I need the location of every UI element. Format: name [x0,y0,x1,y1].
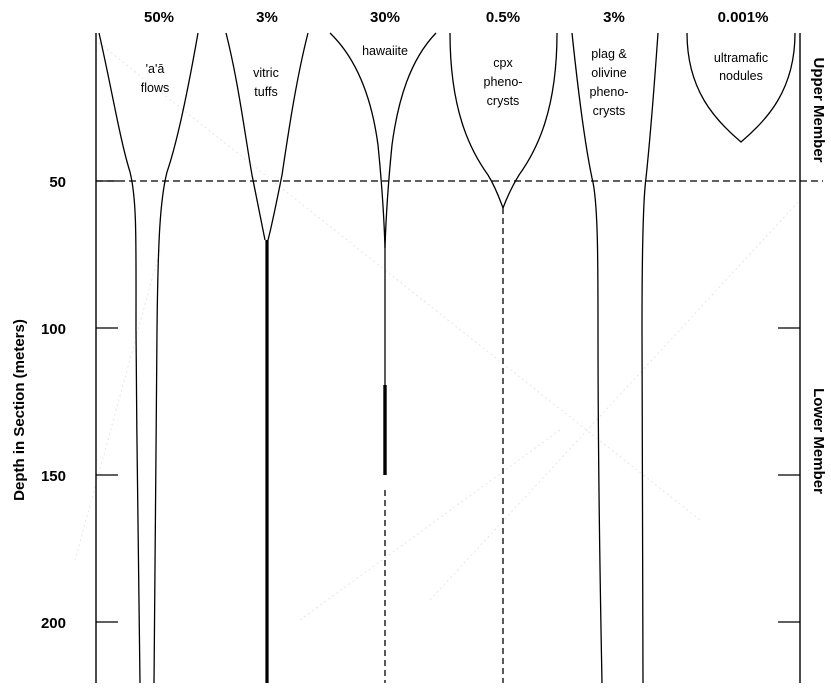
y-axis-title: Depth in Section (meters) [11,319,28,501]
y-tick: 50 [49,174,118,191]
hawaiite-right-outline [384,32,437,249]
column-label-line: hawaiite [362,44,408,58]
percent-label-aa-flows: 50% [144,9,174,26]
column-label-line: nodules [719,69,763,83]
y-tick-label: 100 [41,321,66,338]
percent-label-hawaiite: 30% [370,9,400,26]
column-label-line: pheno- [484,75,523,89]
guide-line [299,429,561,621]
plot-frame [95,33,801,683]
percentage-headers: 50% 3% 30% 0.5% 3% 0.001% [144,9,768,26]
guide-line [74,249,161,561]
aa-flows-left-outline [98,32,141,684]
guide-line [429,199,801,601]
column-cpx-phenocrysts: cpx pheno- crysts [449,32,558,683]
column-label-line: tuffs [254,85,277,99]
column-label-line: ultramafic [714,51,768,65]
percent-label-cpx-phenocrysts: 0.5% [486,9,520,26]
column-aa-flows: 'a'ā flows [98,32,199,684]
cpx-right-outline [502,32,558,209]
column-vitric-tuffs: vitric tuffs [225,32,309,683]
column-ultramafic-nodules: ultramafic nodules [686,32,796,143]
lower-member-label: Lower Member [810,388,827,494]
y-tick-label: 50 [49,174,66,191]
column-plag-olivine-phenocrysts: plag & olivine pheno- crysts [571,32,659,684]
background-guides [74,39,801,621]
aa-flows-right-outline [153,32,199,684]
column-label-line: crysts [593,104,626,118]
vitric-tuffs-left-outline [225,32,266,241]
y-tick-label: 150 [41,468,66,485]
column-label-line: crysts [487,94,520,108]
y-tick: 100 [41,321,800,338]
column-label-line: cpx [493,56,513,70]
y-tick: 200 [41,615,800,632]
column-label-line: plag & [591,47,627,61]
plag-olivine-right-outline [641,32,659,684]
column-label-line: vitric [253,66,279,80]
ultramafic-nodules-outline [686,32,796,143]
hawaiite-left-outline [329,32,386,249]
column-label-line: flows [141,81,169,95]
guide-line [94,39,701,521]
y-axis-ticks: 50 100 150 200 [41,174,800,632]
percent-label-vitric-tuffs: 3% [256,9,278,26]
column-label-line: 'a'ā [146,62,165,76]
percent-label-plag-olivine-phenocrysts: 3% [603,9,625,26]
percent-label-ultramafic-nodules: 0.001% [718,9,769,26]
y-tick: 150 [41,468,800,485]
y-tick-label: 200 [41,615,66,632]
upper-member-label: Upper Member [810,57,827,162]
column-hawaiite: hawaiite [329,32,437,683]
plag-olivine-left-outline [571,32,603,684]
vitric-tuffs-right-outline [267,32,309,241]
column-label-line: pheno- [590,85,629,99]
cpx-left-outline [449,32,504,209]
column-label-line: olivine [591,66,626,80]
